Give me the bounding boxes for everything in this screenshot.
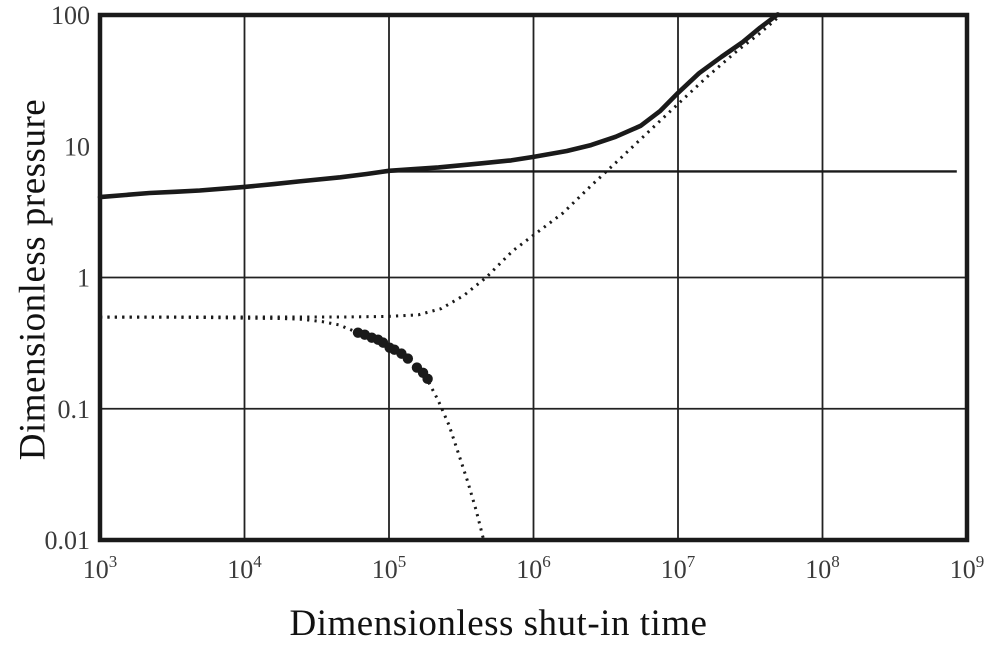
y-tick-label: 1	[77, 264, 90, 293]
x-tick-label: 106	[516, 552, 551, 584]
plot-border	[97, 12, 970, 543]
plot-frame	[97, 12, 970, 543]
series-drawdown-derivative-curve	[100, 13, 783, 319]
series-buildup-derivative-curve	[100, 315, 485, 540]
y-tick-label: 10	[64, 132, 90, 161]
y-axis-title: Dimensionless pressure	[12, 98, 54, 461]
y-tick-label: 0.01	[45, 526, 91, 555]
x-tick-label: 105	[372, 552, 407, 584]
x-tick-label: 108	[805, 552, 840, 584]
x-tick-label: 103	[83, 552, 118, 584]
series-layer	[97, 12, 957, 540]
x-tick-label: 109	[950, 552, 985, 584]
series-measured-data-points	[352, 327, 433, 385]
x-tick-label: 107	[661, 552, 696, 584]
y-tick-label: 0.1	[58, 395, 91, 424]
data-point-marker	[422, 373, 433, 385]
data-point-marker	[402, 353, 414, 364]
x-tick-label: 104	[227, 552, 262, 584]
series-buildup-pressure-curve	[97, 12, 780, 200]
grid-layer	[100, 15, 967, 540]
y-tick-label: 100	[51, 1, 90, 30]
x-axis-title: Dimensionless shut-in time	[289, 603, 708, 644]
